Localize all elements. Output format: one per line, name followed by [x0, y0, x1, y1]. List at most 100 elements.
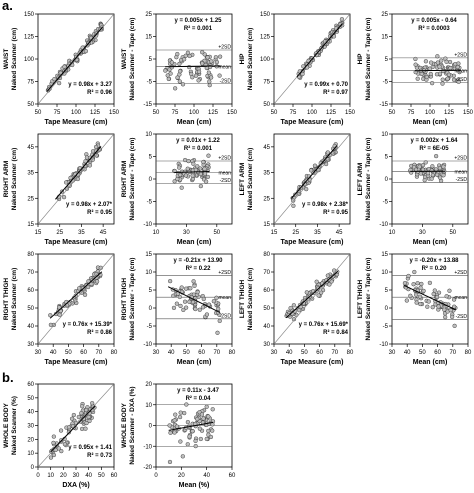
data-point	[89, 281, 94, 287]
data-point	[447, 59, 453, 65]
data-point	[436, 304, 441, 309]
data-point	[434, 72, 440, 77]
regression-equation: y = 0.98x + 2.07*	[66, 202, 113, 208]
data-point	[183, 305, 189, 310]
x-axis-label: Tape Measure (cm)	[45, 239, 108, 246]
x-tick-label: 10	[47, 473, 54, 479]
x-axis-label: Mean (cm)	[177, 119, 212, 126]
reference-line-label: mean	[454, 69, 467, 75]
y-axis-label: Naked Scanner - Tape (cm)	[365, 258, 372, 341]
data-point	[434, 153, 439, 159]
data-point	[75, 176, 80, 182]
plot-area	[392, 54, 468, 86]
data-point	[441, 173, 446, 178]
data-point	[445, 76, 450, 81]
r-squared: R² = 0.001	[184, 145, 213, 152]
data-point	[182, 157, 188, 163]
regression-equation: y = -0.20x + 13.88	[409, 258, 459, 264]
data-point	[58, 428, 64, 433]
y-axis-label: Naked Scanner (cm)	[247, 268, 254, 331]
data-point	[200, 50, 205, 55]
data-point	[171, 305, 177, 310]
chart-right-arm-regression: 15 25 35 45 15 25 35 45 Tape Measure (cm) Naked S…	[3, 133, 115, 246]
r-squared: R² = 0.95	[87, 209, 113, 216]
x-tick-label: 75	[408, 110, 415, 116]
data-point	[441, 68, 446, 74]
data-point	[418, 301, 423, 307]
region-label: LEFT THIGH	[239, 280, 246, 319]
y-tick-label: 25	[263, 196, 270, 202]
x-tick-label: 50	[449, 230, 456, 236]
y-tick-label: -15	[143, 102, 152, 108]
x-axis-label: DXA (%)	[62, 482, 89, 489]
data-point	[412, 269, 417, 275]
data-point	[456, 79, 461, 84]
y-axis-label: Naked Scanner (cm)	[11, 148, 18, 211]
reference-line-label: mean	[218, 170, 231, 176]
data-point	[196, 69, 202, 74]
identity-line	[274, 254, 350, 344]
x-tick-label: 25	[292, 230, 299, 236]
x-tick-label: 150	[109, 110, 120, 116]
data-point	[291, 303, 296, 308]
r-squared: R² = 0.95	[323, 209, 349, 216]
x-tick-label: 40	[203, 473, 210, 479]
y-tick-label: 5	[385, 288, 389, 294]
x-tick-label: 60	[80, 350, 87, 356]
data-point	[193, 73, 199, 78]
y-tick-label: 10	[145, 403, 152, 409]
data-point	[69, 416, 75, 421]
x-tick-label: 50	[98, 473, 105, 479]
data-point	[203, 179, 209, 184]
regression-equation: y = 0.11x - 3.47	[177, 388, 220, 394]
y-tick-label: 30	[263, 342, 270, 348]
data-point	[172, 418, 177, 423]
data-point	[183, 286, 189, 291]
y-tick-label: 15	[145, 252, 152, 258]
data-point	[207, 83, 212, 88]
y-tick-label: -10	[379, 342, 388, 348]
x-tick-label: 15	[271, 230, 278, 236]
x-tick-label: 35	[78, 230, 85, 236]
data-point	[169, 60, 175, 65]
data-point	[448, 65, 453, 71]
y-tick-label: 0	[31, 465, 35, 471]
y-tick-label: 60	[27, 382, 34, 388]
reference-line-label: -2SD	[456, 177, 468, 183]
y-tick-label: 0	[149, 424, 153, 430]
reference-line-label: -2SD	[220, 78, 232, 84]
data-point	[434, 167, 439, 172]
plot-area	[274, 254, 350, 344]
reference-line-label: mean	[218, 295, 231, 301]
reference-line-label: +2SD	[454, 270, 467, 276]
y-axis-label: Naked Scanner - Tape (cm)	[365, 18, 372, 101]
plot-area	[38, 254, 114, 344]
y-tick-label: -5	[147, 200, 153, 206]
y-tick-label: 45	[263, 145, 270, 151]
data-point	[288, 306, 293, 311]
x-tick-label: 50	[301, 350, 308, 356]
reference-line-label: mean	[454, 169, 467, 175]
plot-area	[38, 14, 114, 104]
y-tick-label: 0	[385, 177, 389, 183]
regression-line	[54, 146, 102, 200]
y-tick-label: 5	[149, 57, 153, 63]
x-tick-label: 70	[449, 350, 456, 356]
y-tick-label: 30	[27, 424, 34, 430]
y-tick-label: -5	[147, 324, 153, 330]
x-tick-label: 80	[229, 350, 236, 356]
x-tick-label: 125	[326, 110, 337, 116]
y-tick-label: 50	[27, 306, 34, 312]
data-point	[304, 290, 309, 295]
y-tick-label: 0	[385, 306, 389, 312]
data-point	[184, 402, 189, 407]
data-point	[217, 73, 222, 78]
regression-equation: y = 0.99x + 0.70	[304, 82, 348, 88]
data-point	[452, 323, 457, 328]
data-point	[195, 164, 200, 169]
x-tick-label: 80	[347, 350, 354, 356]
x-axis-label: Mean (cm)	[177, 359, 212, 366]
region-label: WAIST	[121, 49, 128, 70]
x-tick-label: 50	[213, 230, 220, 236]
chart-left-thigh-bland-altman: 30 40 50 60 70 80 -10 -5 0 5 10 15 Mean (cm) Naked Sc…	[357, 252, 472, 366]
